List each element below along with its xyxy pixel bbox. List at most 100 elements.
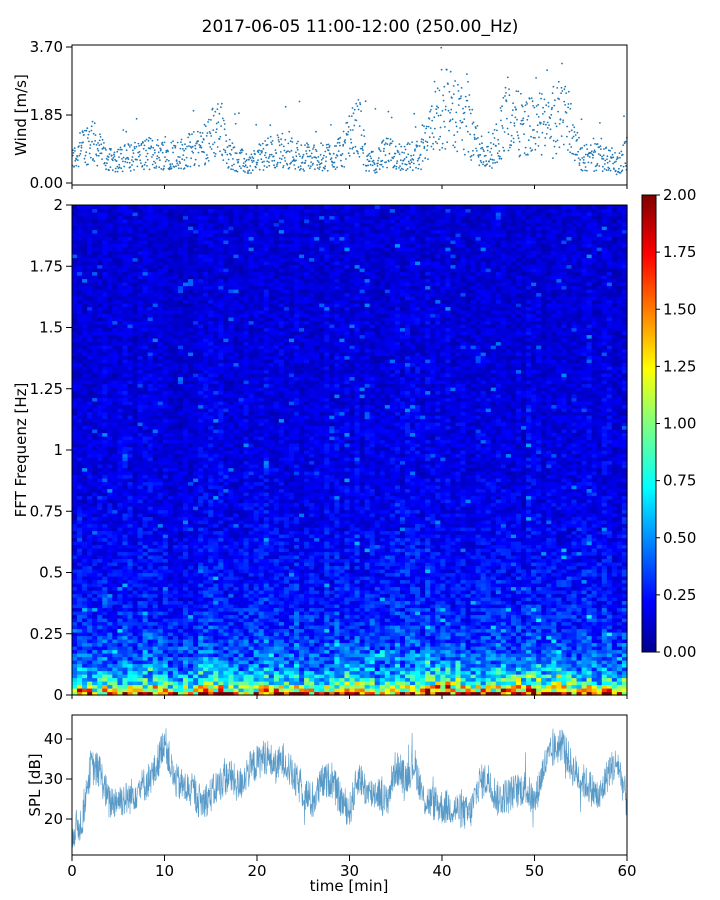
- spectrogram-cell: [193, 457, 199, 461]
- spectrogram-cell: [82, 240, 88, 244]
- spectrogram-cell: [178, 671, 184, 675]
- spectrogram-cell: [183, 223, 189, 227]
- spectrogram-cell: [158, 289, 164, 293]
- spectrogram-cell: [117, 653, 123, 657]
- spectrogram-cell: [128, 506, 134, 510]
- spectrogram-cell: [133, 408, 139, 412]
- wind-point: [93, 133, 95, 135]
- spectrogram-cell: [92, 580, 98, 584]
- spectrogram-cell: [117, 251, 123, 255]
- spectrogram-cell: [183, 373, 189, 377]
- spectrogram-cell: [72, 566, 78, 570]
- spectrogram-cell: [193, 594, 199, 598]
- spectrogram-cell: [133, 247, 139, 251]
- spectrogram-cell: [72, 569, 78, 573]
- spectrogram-cell: [153, 321, 159, 325]
- wind-point: [143, 168, 145, 170]
- spectrogram-cell: [133, 314, 139, 318]
- spectrogram-cell: [77, 450, 83, 454]
- spectrogram-cell: [117, 639, 123, 643]
- spectrogram-cell: [163, 573, 169, 577]
- spectrogram-cell: [77, 384, 83, 388]
- spectrogram-cell: [122, 590, 128, 594]
- spectrogram-cell: [143, 520, 149, 524]
- spectrogram-cell: [133, 398, 139, 402]
- spectrogram-cell: [188, 429, 194, 433]
- wind-point: [107, 159, 109, 161]
- spectrogram-cell: [133, 499, 139, 503]
- spectrogram-cell: [163, 261, 169, 265]
- wind-point: [221, 154, 223, 156]
- spectrogram-cell: [178, 223, 184, 227]
- wind-point: [510, 140, 512, 142]
- spectrogram-cell: [158, 324, 164, 328]
- wind-point: [587, 155, 589, 157]
- spectrogram-cell: [183, 688, 189, 692]
- spectrogram-cell: [163, 324, 169, 328]
- spectrogram-cell: [173, 223, 179, 227]
- spectrogram-cell: [102, 223, 108, 227]
- spectrogram-cell: [143, 604, 149, 608]
- spectrogram-cell: [158, 646, 164, 650]
- spectrogram-cell: [92, 499, 98, 503]
- spectrogram-cell: [138, 293, 144, 297]
- wind-point: [454, 146, 456, 148]
- spectrogram-cell: [72, 604, 78, 608]
- spectrogram-cell: [178, 538, 184, 542]
- spectrogram-cell: [138, 674, 144, 678]
- spectrogram-cell: [173, 534, 179, 538]
- wind-point: [155, 167, 157, 169]
- spectrogram-cell: [188, 566, 194, 570]
- wind-point: [509, 147, 511, 149]
- spectrogram-cell: [168, 594, 174, 598]
- spectrogram-cell: [77, 282, 83, 286]
- spectrogram-cell: [117, 436, 123, 440]
- spectrogram-cell: [117, 618, 123, 622]
- wind-point: [303, 170, 305, 172]
- spectrogram-cell: [163, 209, 169, 213]
- spectrogram-cell: [82, 352, 88, 356]
- spectrogram-cell: [97, 541, 103, 545]
- spectrogram-cell: [122, 408, 128, 412]
- spectrogram-cell: [183, 279, 189, 283]
- spectrogram-cell: [128, 387, 134, 391]
- wind-point: [456, 126, 458, 128]
- spectrogram-cell: [102, 629, 108, 633]
- spectrogram-cell: [198, 464, 204, 468]
- wind-point: [335, 168, 337, 170]
- spectrogram-cell: [77, 513, 83, 517]
- wind-point: [221, 103, 223, 105]
- spectrogram-cell: [153, 394, 159, 398]
- wind-point: [92, 158, 94, 160]
- wind-point: [489, 165, 491, 167]
- spectrogram-cell: [117, 545, 123, 549]
- spectrogram-cell: [183, 520, 189, 524]
- wind-point: [452, 145, 454, 147]
- spectrogram-cell: [77, 520, 83, 524]
- spectrogram-cell: [178, 328, 184, 332]
- wind-point: [385, 142, 387, 144]
- spectrogram-cell: [77, 471, 83, 475]
- spectrogram-cell: [102, 254, 108, 258]
- wind-point: [363, 129, 365, 131]
- spectrogram-cell: [188, 461, 194, 465]
- wind-point: [331, 157, 333, 159]
- wind-point: [304, 162, 306, 164]
- spectrogram-cell: [173, 625, 179, 629]
- spectrogram-cell: [107, 492, 113, 496]
- spectrogram-cell: [82, 216, 88, 220]
- spectrogram-cell: [87, 289, 93, 293]
- spectrogram-cell: [97, 517, 103, 521]
- wind-point: [530, 147, 532, 149]
- spectrogram-cell: [178, 324, 184, 328]
- spectrogram-cell: [193, 307, 199, 311]
- wind-point: [156, 144, 158, 146]
- wind-point: [91, 130, 93, 132]
- spectrogram-cell: [178, 205, 184, 209]
- spectrogram-cell: [193, 664, 199, 668]
- spectrogram-cell: [158, 209, 164, 213]
- spectrogram-cell: [128, 562, 134, 566]
- spectrogram-cell: [148, 370, 154, 374]
- spectrogram-cell: [138, 667, 144, 671]
- wind-point: [120, 167, 122, 169]
